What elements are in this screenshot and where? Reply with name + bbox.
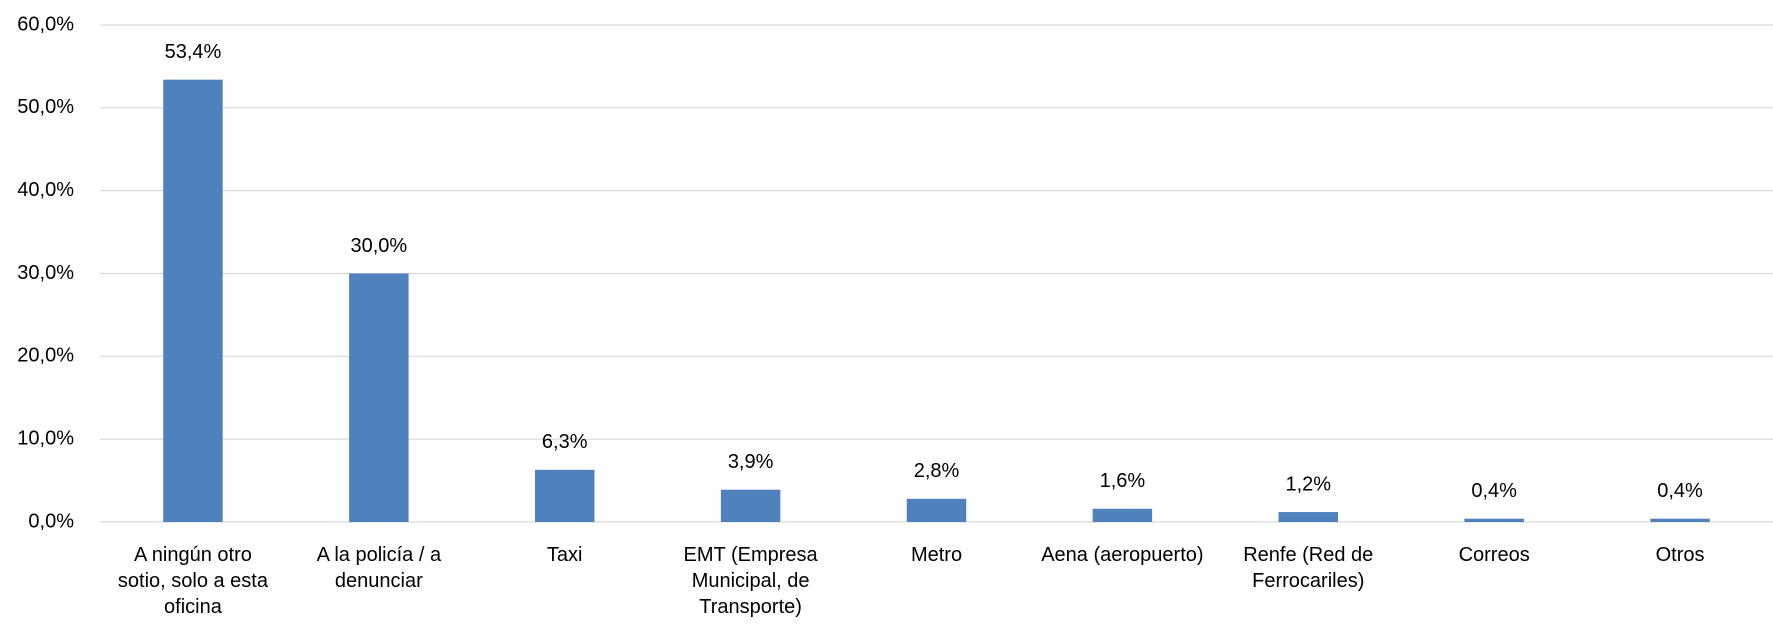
value-label: 0,4% [1657,480,1703,502]
bar [906,498,967,522]
x-tick-label: Metro [910,544,963,566]
x-tick-label: EMT (Empresa Municipal, de Transporte) [683,544,818,618]
value-label: 53,4% [165,41,222,63]
value-label: 6,3% [542,431,588,453]
bar [163,79,223,523]
value-label: 30,0% [350,235,407,257]
value-label: 1,2% [1285,473,1331,495]
x-tick-label: Taxi [546,544,583,566]
y-tick-label: 0,0% [28,510,74,532]
bar [1278,512,1339,522]
y-tick-label: 10,0% [17,427,74,449]
bar [1092,508,1153,522]
value-label: 1,6% [1100,470,1146,492]
bar [720,489,781,522]
x-tick-label: A la policía / a denunciar [316,544,442,592]
bar [1464,518,1524,522]
value-label: 2,8% [914,460,960,482]
y-tick-label: 30,0% [17,262,74,284]
value-label: 0,4% [1471,480,1517,502]
x-tick-label: Correos [1458,544,1530,566]
bar [1650,518,1710,522]
x-tick-label: A ningún otro sotio, solo a esta oficina [117,544,268,618]
y-tick-label: 20,0% [17,345,74,367]
x-tick-label: Aena (aeropuerto) [1041,544,1204,566]
x-tick-label: Otros [1655,544,1705,566]
y-tick-label: 50,0% [17,96,74,118]
y-tick-label: 60,0% [17,13,74,35]
value-label: 3,9% [728,451,774,473]
bar [534,469,595,522]
y-tick-label: 40,0% [17,179,74,201]
bar [349,273,409,522]
x-tick-label: Renfe (Red de Ferrocariles) [1243,544,1374,592]
